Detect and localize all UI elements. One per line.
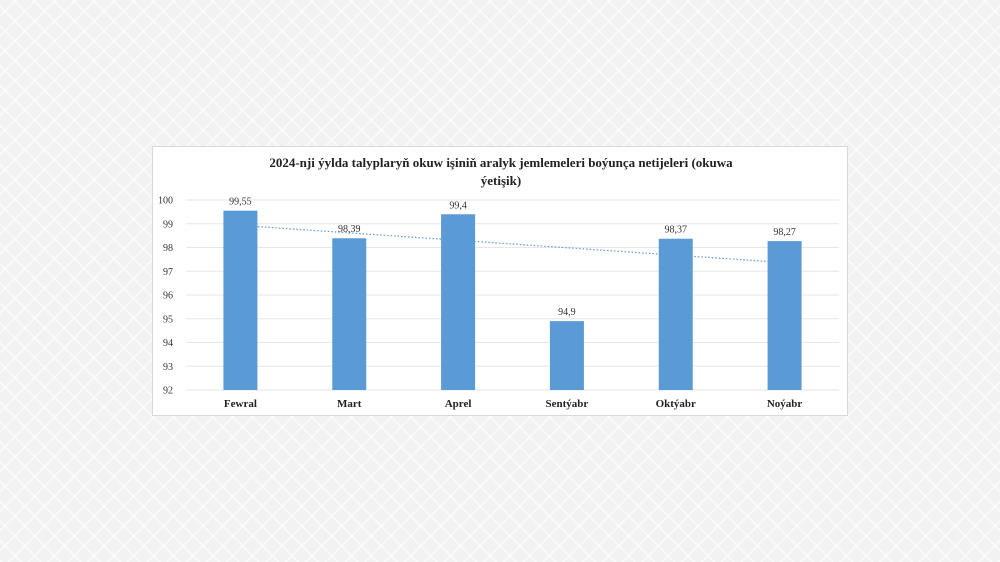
- bars-layer: [223, 210, 802, 390]
- x-category-label: Noýabr: [767, 398, 803, 410]
- y-tick-label: 94: [163, 338, 173, 349]
- bar: [658, 238, 693, 390]
- x-category-label: Sentýabr: [546, 398, 589, 410]
- y-tick-label: 100: [158, 196, 173, 207]
- y-tick-label: 95: [163, 314, 173, 325]
- x-category-label: Fewral: [224, 398, 257, 410]
- grid-lines: [186, 199, 839, 391]
- y-tick-label: 97: [163, 267, 173, 278]
- x-category-label: Mart: [337, 398, 362, 410]
- chart-panel: 2024-nji ýylda talyplaryň okuw işiniň ar…: [152, 146, 848, 416]
- trendline-layer: [240, 224, 785, 264]
- chart-title-line-2: ýetişik): [481, 173, 521, 188]
- x-category-label: Aprel: [445, 398, 472, 410]
- bar-chart: 2024-nji ýylda talyplaryň okuw işiniň ar…: [158, 155, 839, 411]
- y-tick-label: 92: [163, 386, 173, 397]
- trendline: [240, 224, 785, 264]
- y-tick-label: 99: [163, 219, 173, 230]
- data-label: 98,37: [665, 225, 688, 236]
- chart-title-line-1: 2024-nji ýylda talyplaryň okuw işiniň ar…: [269, 155, 733, 170]
- data-label: 94,9: [558, 307, 576, 318]
- bar: [441, 214, 476, 390]
- bar: [223, 210, 258, 390]
- data-label: 99,55: [229, 197, 252, 208]
- data-label: 98,27: [773, 227, 796, 238]
- y-tick-label: 96: [163, 291, 173, 302]
- y-tick-label: 98: [163, 243, 173, 254]
- data-label: 98,39: [338, 224, 361, 235]
- labels-layer: 92 93 94 95 96 97 98 99 100 99,55 Fewral 98,39 Mart 9…: [158, 196, 802, 411]
- data-label: 99,4: [449, 200, 467, 211]
- x-category-label: Oktýabr: [656, 398, 696, 410]
- bar: [767, 241, 802, 390]
- bar: [549, 321, 584, 390]
- y-tick-label: 93: [163, 362, 173, 373]
- bar: [332, 238, 367, 390]
